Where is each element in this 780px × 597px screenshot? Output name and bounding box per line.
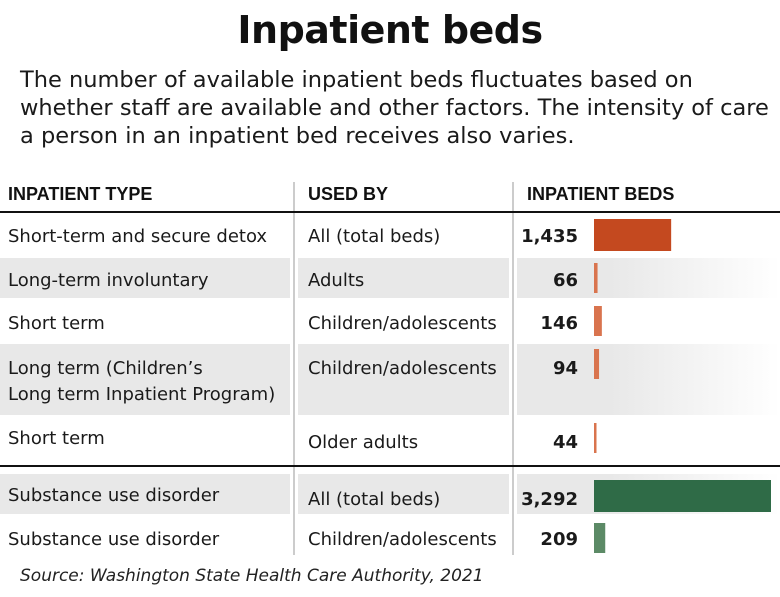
row-shade <box>517 344 780 415</box>
table-row: Substance use disorder Children/adolescen… <box>8 523 606 553</box>
beds-bar <box>594 306 602 336</box>
beds-bar <box>594 219 672 251</box>
inpatient-type-label: Long term Inpatient Program) <box>8 384 275 405</box>
beds-bar <box>594 423 597 453</box>
inpatient-type-label: Short term <box>8 313 105 334</box>
used-by-label: Children/adolescents <box>308 313 497 334</box>
source-note: Source: Washington State Health Care Aut… <box>20 566 484 586</box>
inpatient-type-label: Substance use disorder <box>8 485 220 506</box>
used-by-label: Children/adolescents <box>308 529 497 550</box>
beds-value-label: 3,292 <box>521 489 578 510</box>
inpatient-type-label: Substance use disorder <box>8 529 220 550</box>
beds-bar <box>594 263 598 293</box>
used-by-label: Older adults <box>308 432 418 453</box>
chart-subtitle: The number of available inpatient beds f… <box>20 67 769 149</box>
inpatient-type-label: Short-term and secure detox <box>8 226 267 247</box>
table-row: Long term (Children’s Long term Inpatient… <box>8 349 600 405</box>
used-by-label: Adults <box>308 270 364 291</box>
beds-value-label: 66 <box>553 270 578 291</box>
row-shade <box>298 258 509 298</box>
used-by-label: Children/adolescents <box>308 358 497 379</box>
table-row: Substance use disorder All (total beds) 3,… <box>8 480 771 512</box>
table-row: Short term Children/adolescents 146 <box>8 306 602 336</box>
beds-bar <box>594 523 606 553</box>
inpatient-type-label: Short term <box>8 428 105 449</box>
chart-title: Inpatient beds <box>237 8 543 52</box>
inpatient-type-label: Long-term involuntary <box>8 270 209 291</box>
beds-bar <box>594 480 771 512</box>
beds-value-label: 94 <box>553 358 578 379</box>
beds-value-label: 146 <box>540 313 578 334</box>
inpatient-type-label: Long term (Children’s <box>8 358 203 379</box>
beds-bar <box>594 349 600 379</box>
beds-value-label: 209 <box>540 529 578 550</box>
table-row: Short term Older adults 44 <box>8 423 597 453</box>
table-row: Short-term and secure detox All (total be… <box>8 219 672 251</box>
beds-value-label: 1,435 <box>521 226 578 247</box>
header-inpatient-type: INPATIENT TYPE <box>8 184 152 204</box>
row-shade <box>0 344 290 415</box>
row-shade <box>0 258 290 298</box>
used-by-label: All (total beds) <box>308 226 440 247</box>
header-inpatient-beds: INPATIENT BEDS <box>527 184 674 204</box>
row-shade <box>517 258 780 298</box>
beds-value-label: 44 <box>553 432 578 453</box>
used-by-label: All (total beds) <box>308 489 440 510</box>
row-shade <box>298 474 509 514</box>
row-shade <box>0 474 290 514</box>
row-shade <box>298 344 509 415</box>
table-row: Long-term involuntary Adults 66 <box>8 263 598 293</box>
header-used-by: USED BY <box>308 184 388 204</box>
